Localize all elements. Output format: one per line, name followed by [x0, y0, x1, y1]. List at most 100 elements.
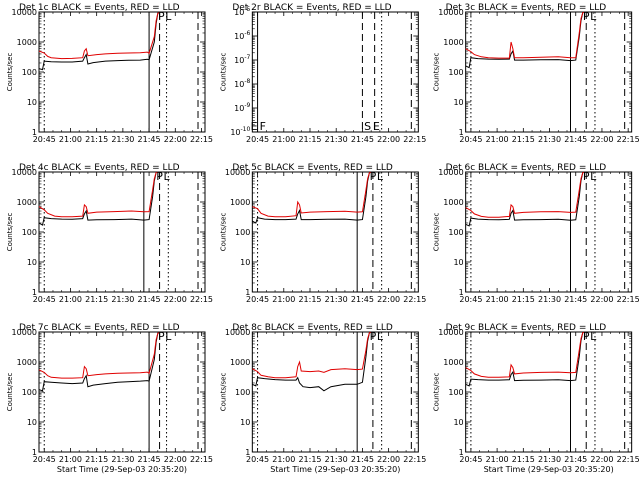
- plot-frame: [465, 11, 633, 133]
- x-tick-label: 21:30: [325, 295, 348, 304]
- series-lld: [38, 331, 160, 379]
- y-tick-base: 10: [234, 56, 244, 65]
- x-tick-label: 22:00: [377, 455, 400, 464]
- y-tick-label: 100: [448, 228, 463, 237]
- y-tick-label: 100: [448, 388, 463, 397]
- annotation-label: S: [364, 120, 371, 133]
- x-tick-label: 21:45: [564, 455, 587, 464]
- annotation-label: E: [251, 120, 258, 133]
- y-tick-label: 1: [459, 448, 464, 457]
- panel-title: Det 1c BLACK = Events, RED = LLD: [19, 3, 180, 13]
- y-tick-label: 100: [22, 228, 37, 237]
- x-tick-label: 20:45: [33, 135, 56, 144]
- x-tick-label: 21:30: [538, 455, 561, 464]
- x-tick-label: 21:45: [351, 295, 374, 304]
- series-lld: [465, 171, 585, 218]
- detector-panel: Det 4c BLACK = Events, RED = LLD Counts/s…: [6, 163, 213, 304]
- y-tick-base: 10: [234, 104, 244, 113]
- y-tick-label: 10: [27, 418, 37, 427]
- x-tick-label: 22:15: [403, 295, 426, 304]
- series-events: [252, 171, 372, 224]
- y-tick-label: 10-9: [234, 102, 250, 113]
- detector-panel: Det 5c BLACK = Events, RED = LLD Counts/s…: [219, 163, 426, 304]
- series-lld: [465, 331, 585, 378]
- x-tick-label: 20:45: [33, 295, 56, 304]
- x-tick-label: 21:00: [59, 135, 82, 144]
- detector-panel: Det 9c BLACK = Events, RED = LLD Counts/s…: [433, 323, 640, 474]
- detector-panel: Det 8c BLACK = Events, RED = LLD Counts/s…: [219, 323, 426, 474]
- x-tick-label: 21:45: [138, 295, 161, 304]
- x-tick-label: 20:45: [246, 455, 269, 464]
- x-tick-label: 21:15: [298, 295, 321, 304]
- plot-frame: [38, 171, 206, 293]
- y-tick-label: 1000: [443, 38, 463, 47]
- y-axis-label: Counts/sec: [6, 373, 14, 412]
- annotation-label: P: [158, 10, 165, 23]
- y-tick-label: 10000: [438, 168, 463, 177]
- x-tick-label: 20:45: [33, 455, 56, 464]
- series-lld: [38, 171, 158, 218]
- x-tick-label: 21:15: [298, 135, 321, 144]
- x-tick-label: 21:15: [85, 455, 108, 464]
- x-tick-label: 22:00: [377, 135, 400, 144]
- x-tick-label: 21:15: [512, 135, 535, 144]
- y-tick-exponent: -9: [244, 102, 250, 109]
- y-tick-exponent: -8: [244, 78, 250, 85]
- x-tick-label: 21:30: [111, 135, 134, 144]
- y-tick-label: 10000: [12, 8, 37, 17]
- x-tick-label: 22:00: [164, 455, 187, 464]
- x-tick-label: 21:00: [272, 455, 295, 464]
- y-tick-label: 1000: [230, 358, 250, 367]
- series-lld: [465, 11, 585, 59]
- series-events: [38, 331, 160, 392]
- x-axis-start-time-label: Start Time (29-Sep-03 20:35:20): [484, 465, 614, 474]
- x-tick-label: 22:15: [190, 455, 213, 464]
- panel-title: Det 9c BLACK = Events, RED = LLD: [446, 323, 607, 333]
- x-tick-label: 20:45: [459, 135, 482, 144]
- x-tick-label: 20:45: [459, 455, 482, 464]
- series-lld: [252, 331, 372, 379]
- y-axis-label: Counts/sec: [433, 213, 441, 252]
- x-tick-label: 22:15: [403, 455, 426, 464]
- y-tick-base: 10: [234, 32, 244, 41]
- annotation-label: L: [165, 10, 172, 23]
- x-tick-label: 21:30: [111, 455, 134, 464]
- x-tick-label: 21:45: [351, 135, 374, 144]
- y-tick-label: 1: [245, 288, 250, 297]
- y-tick-label: 10: [453, 98, 463, 107]
- plot-frame: [38, 331, 206, 453]
- y-tick-exponent: -5: [244, 6, 250, 13]
- x-tick-label: 22:00: [590, 135, 613, 144]
- x-tick-label: 22:15: [190, 295, 213, 304]
- panel-title: Det 4c BLACK = Events, RED = LLD: [19, 163, 180, 173]
- y-tick-label: 1: [245, 448, 250, 457]
- y-tick-label: 10: [453, 418, 463, 427]
- y-tick-label: 10000: [225, 328, 250, 337]
- x-tick-label: 22:15: [617, 135, 640, 144]
- y-tick-label: 10: [240, 418, 250, 427]
- y-tick-label: 1: [459, 128, 464, 137]
- panel-title: Det 3c BLACK = Events, RED = LLD: [446, 3, 607, 13]
- y-tick-label: 1000: [443, 358, 463, 367]
- plot-frame: [38, 11, 206, 133]
- x-tick-label: 21:15: [512, 295, 535, 304]
- detector-panel: Det 3c BLACK = Events, RED = LLD Counts/s…: [433, 3, 640, 144]
- x-tick-label: 21:45: [138, 135, 161, 144]
- y-tick-base: 10: [234, 8, 244, 17]
- detector-panel: Det 6c BLACK = Events, RED = LLD Counts/s…: [433, 163, 640, 304]
- annotation-label: L: [377, 330, 384, 343]
- x-tick-label: 22:00: [590, 295, 613, 304]
- detector-panel: Det 2r BLACK = Events, RED = LLD Counts/s…: [219, 3, 426, 144]
- x-tick-label: 21:15: [85, 135, 108, 144]
- y-tick-exponent: -10: [241, 126, 251, 133]
- panel-title: Det 5c BLACK = Events, RED = LLD: [232, 163, 393, 173]
- x-tick-label: 21:00: [486, 135, 509, 144]
- y-tick-label: 100: [235, 388, 250, 397]
- y-tick-label: 10-5: [234, 6, 250, 17]
- x-tick-label: 22:15: [190, 135, 213, 144]
- y-tick-label: 100: [22, 68, 37, 77]
- x-tick-label: 22:15: [403, 135, 426, 144]
- annotation-label: E: [373, 120, 380, 133]
